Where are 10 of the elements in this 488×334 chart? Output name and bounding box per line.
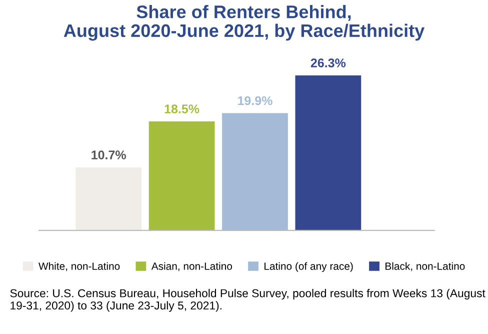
data-label: 19.9%	[238, 96, 272, 106]
data-label: 26.3%	[310, 58, 346, 68]
data-label: 18.5%	[164, 104, 200, 114]
source-note: Source: U.S. Census Bureau, Household Pulse Survey, pooled results from Weeks 13 (August 19-31, 2020) to 33 (June 23-July 5, 2021).	[10, 288, 486, 312]
data-label: 10.7%	[92, 150, 126, 160]
legend-label: Black, non-Latino	[386, 262, 465, 272]
legend-label: White, non-Latino	[38, 262, 120, 272]
legend-label: Latino (of any race)	[264, 262, 353, 272]
legend-label: Asian, non-Latino	[151, 262, 232, 272]
chart-title: Share of Renters Behind, August 2020-June 2021, by Race/Ethnicity	[64, 5, 425, 41]
